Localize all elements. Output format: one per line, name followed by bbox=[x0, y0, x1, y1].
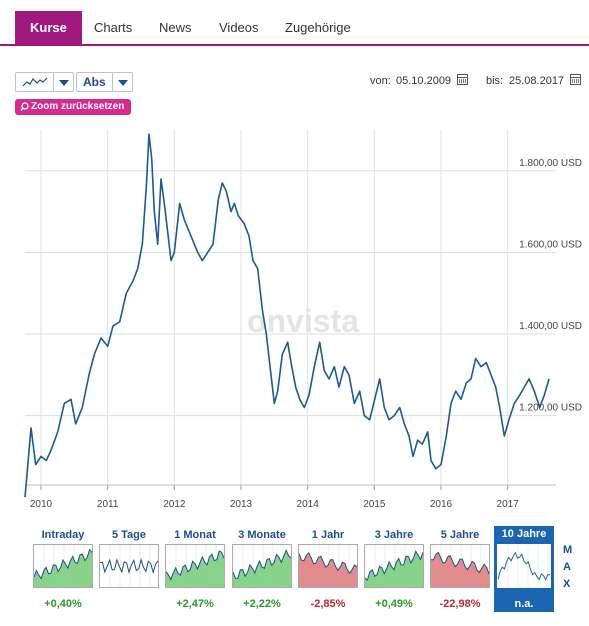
period-sparkline bbox=[99, 544, 159, 588]
period-sparkline bbox=[165, 544, 225, 588]
y-tick-label: 1.200,00 USD bbox=[519, 403, 582, 414]
to-date[interactable]: 25.08.2017 bbox=[509, 75, 565, 87]
period-label: Intraday bbox=[41, 529, 85, 541]
period-panel[interactable]: 5 Jahre -22,98% bbox=[430, 528, 490, 610]
tab-charts[interactable]: Charts bbox=[94, 20, 133, 35]
period-change: -22,98% bbox=[439, 598, 481, 610]
x-axis: 2010 2011 2012 2013 2014 2015 2016 2017 bbox=[25, 484, 556, 510]
from-date[interactable]: 05.10.2009 bbox=[396, 75, 452, 87]
period-sparkline bbox=[298, 544, 358, 588]
period-sparkline bbox=[232, 544, 292, 588]
period-label: 3 Monate bbox=[238, 529, 286, 541]
x-tick-label: 2016 bbox=[430, 499, 453, 510]
x-tick-label: 2011 bbox=[97, 499, 119, 510]
period-sparkline bbox=[33, 544, 93, 588]
x-tick-label: 2012 bbox=[163, 499, 186, 510]
tab-zugehoerige[interactable]: Zugehörige bbox=[285, 20, 351, 35]
line-chart-icon bbox=[22, 77, 48, 87]
zoom-reset-button[interactable]: Zoom zurücksetzen bbox=[15, 99, 132, 115]
chart-grid bbox=[25, 130, 556, 485]
chevron-down-icon bbox=[118, 80, 128, 86]
period-panel[interactable]: Intraday +0,40% bbox=[33, 528, 93, 610]
y-tick-label: 1.800,00 USD bbox=[519, 158, 582, 169]
period-label: 1 Jahr bbox=[311, 529, 345, 541]
y-tick-label: 1.400,00 USD bbox=[519, 321, 582, 332]
period-label: 5 Tage bbox=[111, 529, 147, 541]
chart-type-dropdown[interactable] bbox=[15, 72, 74, 92]
y-axis: 1.200,00 USD 1.400,00 USD 1.600,00 USD 1.80… bbox=[519, 158, 582, 414]
calendar-icon[interactable] bbox=[570, 74, 581, 85]
tab-kurse[interactable]: Kurse bbox=[15, 11, 82, 44]
x-tick-label: 2010 bbox=[30, 499, 53, 510]
tab-bar: Kurse Charts News Videos Zugehörige bbox=[0, 0, 589, 46]
period-change: +0,49% bbox=[375, 598, 413, 610]
period-panel[interactable]: 1 Monat +2,47% bbox=[165, 528, 225, 610]
to-label: bis: bbox=[486, 75, 504, 87]
period-change: -2,85% bbox=[310, 598, 346, 610]
period-label: 5 Jahre bbox=[440, 529, 480, 541]
tab-videos[interactable]: Videos bbox=[219, 20, 259, 35]
period-sparkline bbox=[430, 544, 490, 588]
chevron-down-icon bbox=[59, 80, 69, 86]
calendar-icon[interactable] bbox=[457, 74, 468, 85]
period-change: +0,40% bbox=[44, 598, 82, 610]
period-panel[interactable]: 10 Jahre n.a. bbox=[494, 526, 554, 612]
max-letter-x[interactable]: X bbox=[563, 578, 571, 590]
from-label: von: bbox=[370, 75, 391, 87]
y-tick-label: 1.600,00 USD bbox=[519, 239, 582, 250]
period-panel[interactable]: 1 Jahr -2,85% bbox=[298, 528, 358, 610]
tab-news[interactable]: News bbox=[159, 20, 192, 35]
period-label: 3 Jahre bbox=[374, 529, 414, 541]
zoom-reset-label: Zoom zurücksetzen bbox=[31, 101, 125, 112]
magnifier-icon bbox=[20, 102, 29, 111]
period-change: +2,22% bbox=[243, 598, 281, 610]
max-letter-a[interactable]: A bbox=[563, 561, 571, 573]
period-label: 1 Monat bbox=[174, 529, 216, 541]
x-tick-label: 2017 bbox=[497, 499, 520, 510]
scale-dropdown[interactable]: Abs bbox=[76, 72, 133, 92]
period-panel[interactable]: 3 Monate +2,22% bbox=[232, 528, 292, 610]
period-label: 10 Jahre bbox=[501, 528, 547, 540]
scale-label: Abs bbox=[83, 75, 106, 89]
period-change: n.a. bbox=[514, 598, 534, 610]
x-tick-label: 2014 bbox=[297, 499, 320, 510]
x-tick-label: 2013 bbox=[230, 499, 253, 510]
period-panel[interactable]: 3 Jahre +0,49% bbox=[364, 528, 424, 610]
period-sparkline bbox=[497, 544, 551, 588]
period-change: +2,47% bbox=[176, 598, 214, 610]
period-sparkline bbox=[364, 544, 424, 588]
period-panel[interactable]: 5 Tage bbox=[99, 528, 159, 588]
max-letter-m[interactable]: M bbox=[563, 544, 573, 556]
x-tick-label: 2015 bbox=[363, 499, 386, 510]
price-line bbox=[24, 133, 550, 498]
